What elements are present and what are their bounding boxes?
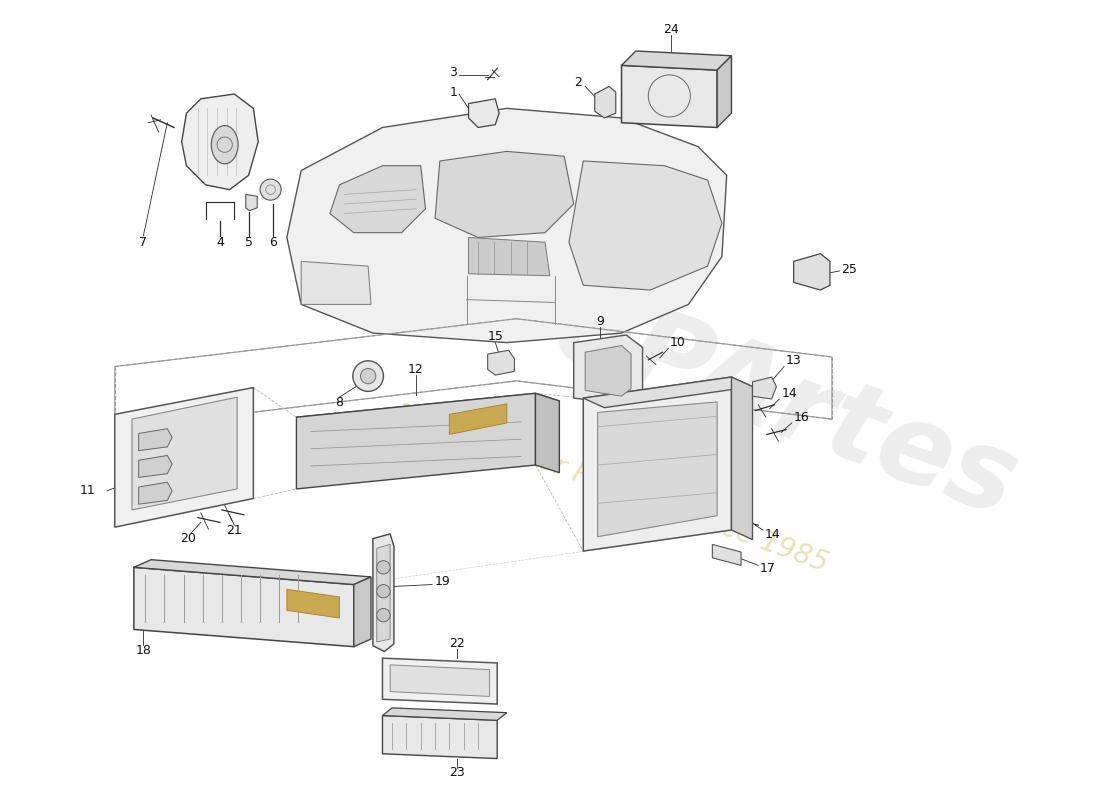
Polygon shape	[585, 346, 631, 396]
Polygon shape	[713, 544, 741, 566]
Polygon shape	[287, 108, 727, 342]
Polygon shape	[301, 262, 371, 304]
Text: 25: 25	[842, 262, 857, 275]
Polygon shape	[793, 254, 830, 290]
Polygon shape	[469, 99, 499, 127]
Polygon shape	[132, 397, 238, 510]
Text: 18: 18	[135, 644, 152, 657]
Text: 14: 14	[764, 528, 781, 542]
Text: euroPArtes: euroPArtes	[345, 202, 1032, 540]
Text: 23: 23	[450, 766, 465, 779]
Text: 16: 16	[793, 410, 810, 424]
Polygon shape	[139, 482, 172, 504]
Polygon shape	[182, 94, 258, 190]
Text: 8: 8	[336, 396, 343, 410]
Circle shape	[260, 179, 282, 200]
Polygon shape	[139, 429, 172, 450]
Polygon shape	[569, 161, 722, 290]
Polygon shape	[583, 377, 752, 408]
Polygon shape	[376, 544, 390, 642]
Text: 20: 20	[180, 532, 196, 545]
Polygon shape	[597, 402, 717, 537]
Polygon shape	[717, 56, 732, 127]
Polygon shape	[752, 377, 777, 399]
Circle shape	[376, 585, 390, 598]
Text: 4: 4	[216, 236, 224, 249]
Polygon shape	[296, 394, 560, 425]
Circle shape	[376, 609, 390, 622]
Polygon shape	[383, 715, 497, 758]
Polygon shape	[450, 404, 507, 434]
Polygon shape	[390, 665, 490, 697]
Polygon shape	[732, 377, 752, 540]
Text: 21: 21	[227, 525, 242, 538]
Text: 2: 2	[574, 76, 582, 89]
Polygon shape	[469, 238, 550, 276]
Polygon shape	[134, 560, 371, 585]
Text: 3: 3	[449, 66, 458, 79]
Text: 19: 19	[436, 575, 451, 588]
Polygon shape	[330, 166, 426, 233]
Text: 24: 24	[663, 22, 679, 35]
Text: 12: 12	[408, 363, 424, 376]
Circle shape	[376, 561, 390, 574]
Polygon shape	[383, 658, 497, 704]
Polygon shape	[383, 708, 507, 720]
Text: 22: 22	[450, 638, 465, 650]
Polygon shape	[134, 567, 354, 646]
Polygon shape	[621, 66, 717, 127]
Text: 11: 11	[80, 484, 96, 498]
Polygon shape	[436, 151, 574, 238]
Text: 5: 5	[244, 236, 253, 249]
Polygon shape	[595, 86, 616, 118]
Polygon shape	[373, 534, 394, 651]
Text: 9: 9	[596, 315, 604, 328]
Polygon shape	[621, 51, 732, 70]
Text: 14: 14	[781, 387, 798, 400]
Text: 15: 15	[487, 330, 503, 343]
Polygon shape	[487, 350, 515, 375]
Polygon shape	[114, 387, 253, 527]
Polygon shape	[139, 455, 172, 478]
Text: 6: 6	[270, 236, 277, 249]
Text: 7: 7	[140, 236, 147, 249]
Text: 17: 17	[760, 562, 775, 574]
Text: 10: 10	[669, 336, 685, 349]
Polygon shape	[574, 335, 642, 405]
Text: 13: 13	[786, 354, 802, 367]
Polygon shape	[287, 590, 340, 618]
Polygon shape	[354, 577, 371, 646]
Circle shape	[361, 369, 376, 384]
Text: 1: 1	[449, 86, 458, 98]
Polygon shape	[296, 394, 536, 489]
Text: a passion for Porsche since 1985: a passion for Porsche since 1985	[392, 394, 832, 578]
Polygon shape	[245, 194, 257, 210]
Polygon shape	[583, 377, 732, 551]
Circle shape	[353, 361, 384, 391]
Polygon shape	[536, 394, 560, 473]
Ellipse shape	[211, 126, 238, 164]
